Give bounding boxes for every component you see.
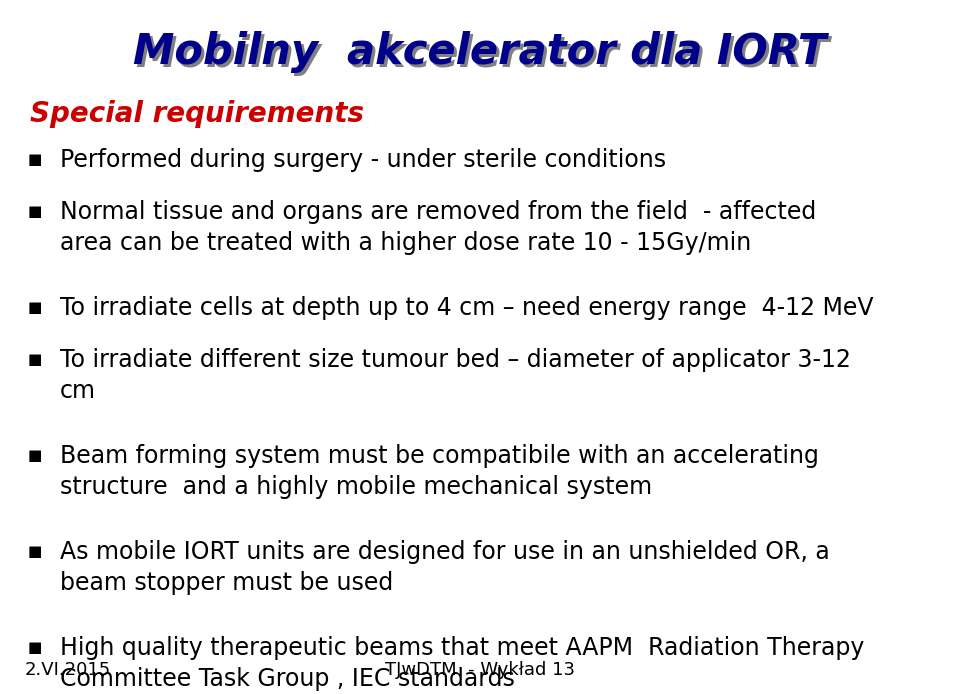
Text: To irradiate cells at depth up to 4 cm – need energy range  4-12 MeV: To irradiate cells at depth up to 4 cm –…	[60, 296, 874, 320]
Text: ■: ■	[28, 448, 42, 463]
Text: High quality therapeutic beams that meet AAPM  Radiation Therapy
Committee Task : High quality therapeutic beams that meet…	[60, 636, 864, 691]
Text: As mobile IORT units are designed for use in an unshielded OR, a
beam stopper mu: As mobile IORT units are designed for us…	[60, 540, 829, 595]
Text: TJwDTM  - Wykład 13: TJwDTM - Wykład 13	[385, 661, 575, 679]
Text: Special requirements: Special requirements	[30, 100, 364, 128]
Text: ■: ■	[28, 152, 42, 167]
Text: Normal tissue and organs are removed from the field  - affected
area can be trea: Normal tissue and organs are removed fro…	[60, 200, 816, 255]
Text: ■: ■	[28, 204, 42, 219]
Text: ■: ■	[28, 352, 42, 367]
Text: To irradiate different size tumour bed – diameter of applicator 3-12
cm: To irradiate different size tumour bed –…	[60, 348, 851, 403]
Text: Mobilny  akcelerator dla IORT: Mobilny akcelerator dla IORT	[136, 34, 829, 76]
Text: ■: ■	[28, 640, 42, 655]
Text: Performed during surgery - under sterile conditions: Performed during surgery - under sterile…	[60, 148, 666, 172]
Text: Mobilny  akcelerator dla IORT: Mobilny akcelerator dla IORT	[133, 31, 827, 73]
Text: Beam forming system must be compatibile with an accelerating
structure  and a hi: Beam forming system must be compatibile …	[60, 444, 819, 499]
Text: ■: ■	[28, 544, 42, 559]
Text: ■: ■	[28, 300, 42, 315]
Text: 2.VI.2015: 2.VI.2015	[25, 661, 111, 679]
